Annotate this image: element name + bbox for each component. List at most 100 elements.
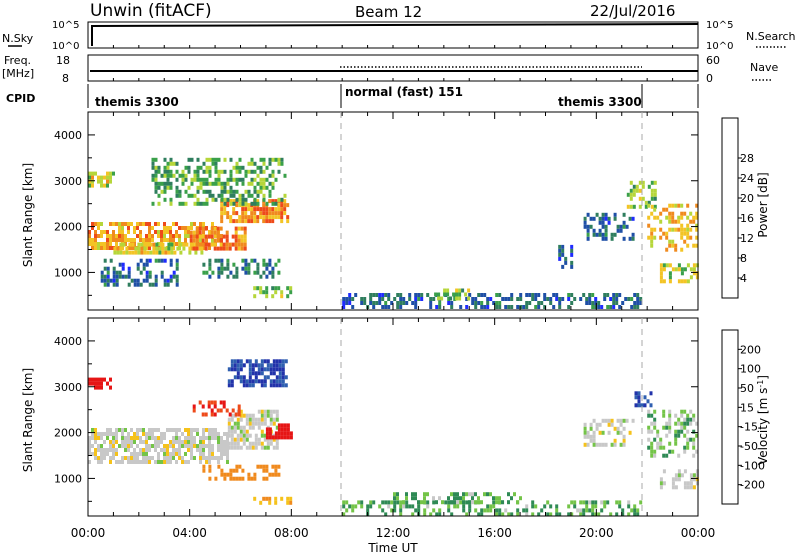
x-tick-label: 04:00 — [172, 526, 207, 540]
velocity-cell — [236, 441, 240, 446]
velocity-cell — [251, 441, 255, 446]
velocity-cell — [207, 404, 211, 409]
velocity-cell — [145, 456, 148, 460]
power-cell — [169, 230, 172, 234]
power-cell — [139, 234, 142, 238]
velocity-cell — [226, 440, 229, 444]
power-cell — [615, 301, 619, 305]
power-cell — [537, 293, 541, 297]
power-cell — [595, 212, 599, 217]
velocity-cell — [265, 476, 269, 481]
velocity-cell — [181, 456, 184, 460]
velocity-cell — [235, 464, 239, 469]
velocity-cell — [689, 409, 693, 414]
velocity-cell — [175, 452, 178, 456]
velocity-cell — [263, 417, 267, 422]
velocity-cell — [683, 417, 687, 422]
power-cell — [449, 296, 453, 301]
power-cell — [662, 267, 666, 272]
velocity-cell — [674, 413, 678, 418]
power-cell — [280, 215, 284, 220]
power-cell — [210, 242, 214, 247]
power-cell — [217, 169, 221, 174]
velocity-cell — [689, 485, 693, 490]
x-tick-label: 12:00 — [376, 526, 411, 540]
power-cell — [226, 211, 230, 216]
power-cell — [262, 290, 266, 295]
velocity-cell — [592, 442, 596, 447]
power-cell — [202, 262, 206, 267]
power-cell — [205, 189, 209, 194]
power-cell — [631, 216, 635, 221]
velocity-cell — [686, 417, 690, 422]
velocity-cell — [342, 500, 346, 505]
power-cell — [600, 305, 604, 309]
velocity-cell — [510, 496, 513, 501]
power-cell — [199, 185, 203, 190]
cpid-segment-1: themis 3300 — [95, 95, 179, 109]
power-cell — [378, 301, 382, 305]
velocity-cell — [447, 504, 451, 509]
power-cell — [170, 250, 174, 255]
power-cell — [136, 282, 140, 287]
velocity-cell — [145, 444, 148, 448]
power-cell — [169, 169, 173, 174]
power-cell — [653, 235, 657, 240]
velocity-cell — [265, 468, 269, 473]
power-cell — [151, 177, 155, 182]
velocity-cell — [222, 400, 226, 405]
power-cell — [225, 246, 229, 251]
power-cell — [671, 211, 675, 216]
power-cell — [265, 286, 269, 291]
power-cell — [213, 246, 217, 251]
power-cell — [178, 193, 182, 198]
power-cell — [458, 296, 462, 301]
power-cell — [558, 252, 562, 257]
power-cell — [121, 226, 124, 230]
velocity-cell — [695, 469, 699, 474]
velocity-cell — [236, 363, 240, 368]
velocity-cell — [492, 500, 496, 505]
power-cell — [157, 193, 161, 198]
velocity-cell — [178, 436, 181, 440]
power-cell — [157, 185, 161, 190]
velocity-cell — [262, 476, 266, 481]
velocity-cell — [266, 437, 270, 442]
velocity-cell — [163, 436, 166, 440]
power-cell — [585, 301, 589, 305]
velocity-cell — [199, 452, 202, 456]
power-cell — [140, 246, 144, 251]
power-cell — [259, 165, 263, 170]
velocity-cell — [351, 504, 355, 509]
velocity-cell — [289, 431, 293, 436]
velocity-cell — [674, 429, 678, 434]
cpid-segment-3: themis 3300 — [558, 95, 642, 109]
power-cell — [256, 215, 260, 220]
power-cell — [214, 169, 218, 174]
power-cell — [198, 242, 202, 247]
power-cell — [271, 157, 275, 162]
velocity-cell — [192, 408, 196, 413]
power-cell — [229, 199, 233, 204]
power-cell — [692, 263, 696, 268]
velocity-cell — [269, 379, 273, 384]
velocity-cell — [229, 468, 233, 473]
velocity-cell — [220, 448, 223, 452]
velocity-cell — [242, 441, 246, 446]
power-cell — [289, 290, 293, 295]
velocity-cell — [260, 379, 264, 384]
velocity-cell — [604, 442, 608, 447]
power-cell — [182, 246, 186, 251]
velocity-cell — [214, 432, 217, 436]
power-cell — [145, 274, 149, 279]
power-cell — [142, 278, 146, 283]
power-cell — [175, 278, 179, 283]
velocity-cell — [220, 472, 224, 477]
velocity-cell — [103, 440, 106, 444]
velocity-cell — [130, 440, 133, 444]
power-cell — [94, 238, 97, 242]
velocity-cell — [112, 444, 115, 448]
power-cell — [429, 301, 433, 305]
power-cell — [234, 234, 238, 239]
power-cell — [238, 169, 242, 174]
